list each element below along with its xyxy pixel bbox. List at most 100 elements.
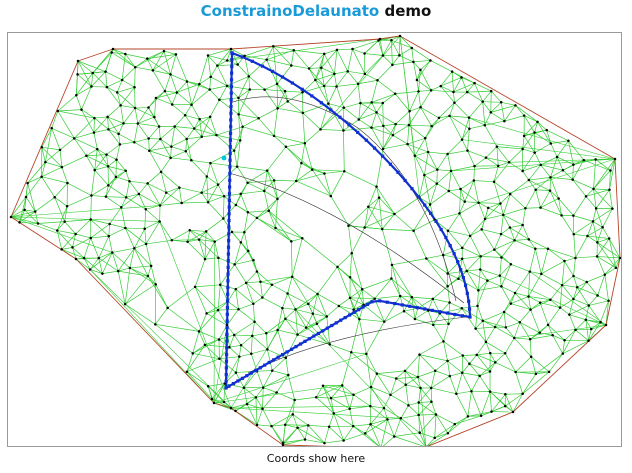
mesh-edge — [550, 284, 563, 300]
mesh-edge — [494, 240, 515, 250]
mesh-edge — [522, 135, 525, 149]
mesh-edge — [376, 370, 406, 374]
mesh-edge — [374, 295, 401, 300]
mesh-edge — [360, 101, 372, 104]
mesh-vertex — [398, 54, 401, 57]
mesh-vertex — [538, 301, 542, 304]
mesh-edge — [229, 347, 240, 357]
mesh-edge — [271, 414, 293, 427]
mesh-vertex — [555, 155, 559, 159]
constraint-vertex — [229, 111, 233, 115]
mesh-edge — [466, 270, 488, 281]
mesh-vertex — [429, 59, 432, 62]
mesh-edge — [247, 180, 275, 184]
mesh-edge — [411, 47, 414, 62]
mesh-edge — [383, 394, 391, 409]
mesh-vertex — [124, 226, 127, 230]
mesh-vertex — [549, 142, 553, 145]
mesh-vertex — [327, 102, 330, 105]
mesh-vertex — [417, 401, 420, 404]
mesh-edge — [285, 146, 302, 164]
constraint-vertex — [423, 203, 427, 207]
mesh-edge — [185, 114, 200, 120]
mesh-edge — [407, 143, 416, 156]
mesh-edge — [482, 101, 492, 113]
mesh-edge — [236, 166, 248, 183]
constraint-vertex — [468, 315, 472, 319]
mesh-edge — [510, 303, 531, 310]
mesh-edge — [255, 397, 263, 409]
mesh-vertex — [203, 257, 207, 261]
mesh-edge — [352, 48, 366, 75]
mesh-edge — [147, 58, 171, 75]
mesh-vertex — [254, 396, 258, 399]
mesh-edge — [549, 190, 562, 216]
mesh-edge — [347, 48, 353, 72]
mesh-vertex — [71, 246, 74, 249]
mesh-edge — [491, 394, 506, 412]
mesh-edge — [146, 239, 172, 245]
mesh-edge — [469, 218, 486, 237]
mesh-edge — [528, 273, 542, 297]
mesh-edge — [434, 213, 460, 221]
mesh-edge — [171, 229, 190, 241]
mesh-edge — [124, 284, 156, 305]
mesh-vertex — [394, 377, 398, 380]
mesh-edge — [123, 107, 136, 124]
mesh-edge — [434, 423, 455, 439]
mesh-edge — [476, 354, 491, 372]
mesh-edge — [273, 45, 294, 51]
mesh-edge — [409, 106, 421, 112]
mesh-edge — [475, 328, 487, 343]
mesh-edge — [75, 60, 79, 96]
mesh-vertex — [448, 374, 452, 378]
mesh-vertex — [178, 186, 181, 189]
mesh-edge — [499, 264, 512, 276]
mesh-edge — [417, 370, 436, 378]
constraint-vertex — [430, 308, 434, 312]
mesh-edge — [484, 214, 504, 220]
triangulation-canvas[interactable] — [7, 32, 622, 447]
mesh-edge — [94, 166, 109, 171]
mesh-edge — [391, 39, 412, 49]
mesh-vertex — [575, 285, 579, 289]
mesh-edge — [564, 257, 576, 262]
mesh-edge — [256, 217, 276, 229]
mesh-edge — [120, 105, 124, 124]
mesh-edge — [272, 370, 289, 376]
mesh-vertex — [356, 82, 360, 86]
mesh-edge — [57, 110, 95, 119]
hull-edge — [10, 60, 79, 218]
mesh-vertex — [375, 111, 378, 114]
mesh-vertex — [294, 308, 297, 311]
constraint-vertex — [240, 376, 244, 380]
mesh-edge — [371, 112, 377, 128]
mesh-vertex — [188, 228, 191, 232]
constraint-vertex — [230, 64, 234, 68]
mesh-edge — [447, 153, 452, 171]
mesh-vertex — [184, 149, 188, 153]
mesh-edge — [390, 394, 409, 406]
mesh-edge — [159, 187, 180, 206]
mesh-edge — [256, 271, 273, 286]
mesh-vertex — [448, 301, 451, 304]
mesh-vertex — [404, 383, 408, 387]
mesh-edge — [61, 247, 73, 250]
mesh-edge — [540, 164, 551, 178]
mesh-edge — [120, 86, 135, 106]
mesh-edge — [185, 151, 192, 161]
mesh-edge — [267, 349, 286, 359]
mesh-edge — [499, 275, 607, 326]
mesh-edge — [514, 324, 607, 339]
mesh-vertex — [237, 96, 240, 100]
mesh-edge — [364, 38, 381, 54]
mesh-vertex — [133, 247, 136, 250]
constraint-vertex — [385, 300, 389, 304]
mesh-vertex — [587, 304, 590, 307]
mesh-edge — [98, 257, 103, 274]
mesh-edge — [488, 203, 501, 209]
triangulation-svg[interactable] — [8, 33, 622, 447]
mesh-edge — [377, 64, 393, 81]
mesh-edge — [41, 128, 52, 148]
mesh-edge — [374, 278, 392, 299]
